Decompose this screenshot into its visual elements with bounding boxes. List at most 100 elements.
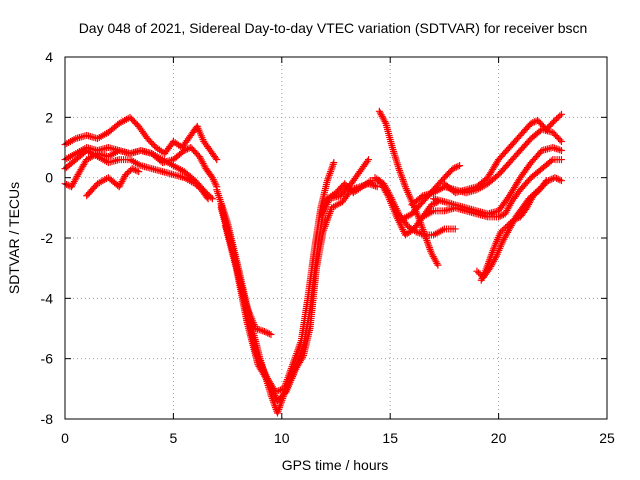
- data-point: [213, 156, 221, 164]
- x-tick-label: 15: [382, 430, 398, 446]
- data-point: [556, 136, 564, 144]
- data-point: [533, 189, 541, 197]
- data-point: [546, 176, 554, 184]
- data-point: [260, 328, 268, 336]
- data-point: [123, 169, 131, 177]
- data-point: [201, 187, 209, 195]
- x-axis-ticks: 0 5 10 15 20 25: [61, 57, 615, 446]
- data-point: [433, 259, 441, 267]
- data-point: [202, 189, 210, 197]
- data-point: [330, 159, 338, 167]
- data-point: [255, 326, 263, 334]
- data-point: [529, 119, 537, 127]
- data-point: [262, 328, 270, 336]
- data-point: [365, 156, 373, 164]
- y-tick-label: -4: [41, 290, 54, 306]
- data-point: [556, 146, 564, 154]
- chart-title: Day 048 of 2021, Sidereal Day-to-day VTE…: [79, 20, 588, 36]
- data-point: [554, 113, 562, 121]
- series-17: [440, 110, 565, 197]
- data-point: [204, 190, 212, 198]
- data-point: [511, 215, 519, 223]
- series-19: [477, 177, 550, 284]
- data-point: [363, 157, 371, 165]
- data-point: [427, 201, 435, 209]
- data-point: [451, 225, 459, 233]
- data-point: [208, 195, 216, 203]
- data-point: [557, 156, 565, 164]
- data-point: [385, 190, 393, 198]
- data-point: [531, 190, 539, 198]
- data-point: [500, 225, 508, 233]
- y-tick-label: 4: [45, 49, 53, 65]
- x-tick-label: 0: [61, 430, 69, 446]
- data-point: [497, 228, 505, 236]
- data-point: [505, 220, 513, 228]
- data-point: [503, 222, 511, 230]
- data-point: [454, 162, 462, 170]
- data-point: [135, 168, 143, 176]
- series-4: [61, 147, 216, 203]
- series-8: [217, 159, 338, 396]
- data-point: [498, 211, 506, 219]
- x-tick-label: 5: [170, 430, 178, 446]
- data-series: [61, 107, 565, 417]
- data-point: [532, 117, 540, 125]
- series-12: [371, 174, 459, 239]
- series-16: [430, 144, 565, 218]
- data-point: [498, 226, 506, 234]
- data-point: [205, 192, 213, 200]
- data-point: [452, 163, 460, 171]
- data-point: [265, 330, 273, 338]
- data-point: [456, 162, 464, 170]
- data-point: [552, 145, 560, 153]
- data-point: [556, 112, 564, 120]
- data-point: [529, 192, 537, 200]
- series-9: [221, 180, 381, 405]
- x-tick-label: 20: [491, 430, 507, 446]
- series-1: [61, 113, 221, 164]
- grid: [65, 57, 607, 419]
- data-point: [473, 267, 481, 275]
- data-point: [551, 116, 559, 124]
- data-point: [475, 269, 483, 277]
- y-tick-label: 2: [45, 109, 53, 125]
- data-point: [549, 144, 557, 151]
- data-point: [267, 331, 275, 339]
- data-point: [185, 144, 193, 152]
- y-axis-ticks: -8 -6 -4 -2 0 2 4: [41, 49, 607, 427]
- data-point: [495, 213, 503, 221]
- data-point: [373, 183, 381, 191]
- y-tick-label: -8: [41, 411, 54, 427]
- data-point: [547, 157, 555, 165]
- data-point: [128, 165, 136, 173]
- data-point: [449, 165, 457, 173]
- data-point: [556, 176, 564, 184]
- data-point: [541, 178, 549, 186]
- data-point: [502, 223, 510, 231]
- data-point: [527, 119, 535, 127]
- y-tick-label: -2: [41, 230, 54, 246]
- data-point: [557, 177, 565, 185]
- data-point: [548, 175, 556, 183]
- data-point: [180, 147, 188, 155]
- data-point: [554, 175, 562, 183]
- x-tick-label: 10: [274, 430, 290, 446]
- data-point: [207, 193, 215, 201]
- data-point: [212, 154, 220, 162]
- data-point: [542, 177, 550, 185]
- y-tick-label: -6: [41, 351, 54, 367]
- y-tick-label: 0: [45, 170, 53, 186]
- series-3: [61, 147, 212, 203]
- data-point: [551, 174, 559, 182]
- x-axis-label: GPS time / hours: [282, 457, 389, 473]
- data-point: [182, 146, 190, 154]
- x-tick-label: 25: [599, 430, 615, 446]
- series-5: [83, 165, 143, 200]
- data-point: [434, 261, 442, 269]
- data-point: [130, 165, 138, 173]
- data-point: [553, 174, 561, 182]
- y-axis-label: SDTVAR / TECUs: [6, 182, 22, 294]
- series-11: [375, 107, 442, 269]
